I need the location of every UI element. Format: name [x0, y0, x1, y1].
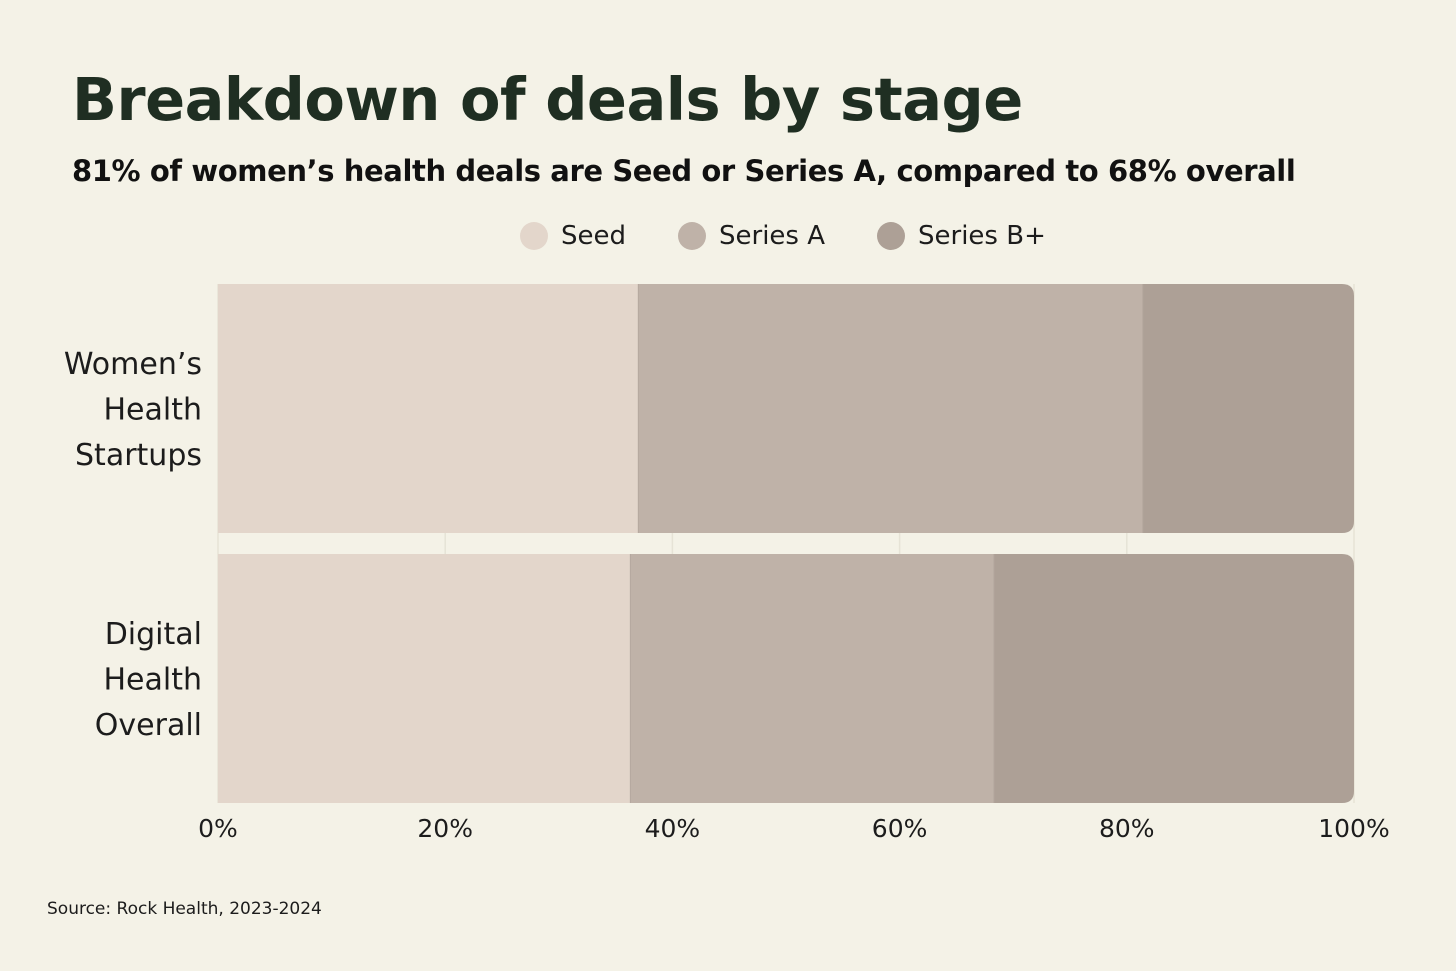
category-label: Health [103, 663, 202, 698]
legend-swatch-series-b-plus [877, 222, 906, 250]
legend-label-seed: Seed [561, 221, 626, 251]
legend-swatch-seed [520, 222, 548, 250]
source-note: Source: Rock Health, 2023-2024 [47, 899, 322, 919]
category-label: Digital [105, 617, 202, 652]
bar-seed [218, 554, 631, 803]
bar-series-a [630, 554, 994, 803]
bar-seed [218, 284, 639, 533]
chart-subtitle: 81% of women’s health deals are Seed or … [72, 154, 1296, 188]
chart-title: Breakdown of deals by stage [72, 65, 1023, 134]
x-tick-label: 100% [1318, 814, 1389, 843]
x-tick-label: 40% [645, 814, 701, 843]
legend-item-series-b-plus: Series B+ [877, 221, 1046, 251]
legend: Seed Series A Series B+ [520, 216, 1098, 256]
legend-swatch-series-a [678, 222, 706, 250]
bar-series-a [638, 284, 1143, 533]
legend-label-series-b-plus: Series B+ [918, 221, 1046, 251]
bar-series-b-plus [993, 554, 1354, 803]
bar-series-b-plus [1142, 284, 1354, 533]
legend-item-seed: Seed [520, 221, 626, 251]
category-label: Overall [95, 708, 202, 743]
category-label: Women’s [64, 347, 202, 382]
category-label: Health [103, 393, 202, 428]
legend-item-series-a: Series A [678, 221, 825, 251]
category-label: Startups [75, 438, 202, 473]
legend-label-series-a: Series A [719, 221, 826, 251]
x-tick-label: 80% [1099, 814, 1155, 843]
x-tick-label: 60% [872, 814, 928, 843]
x-tick-label: 0% [198, 814, 238, 843]
x-tick-label: 20% [417, 814, 473, 843]
